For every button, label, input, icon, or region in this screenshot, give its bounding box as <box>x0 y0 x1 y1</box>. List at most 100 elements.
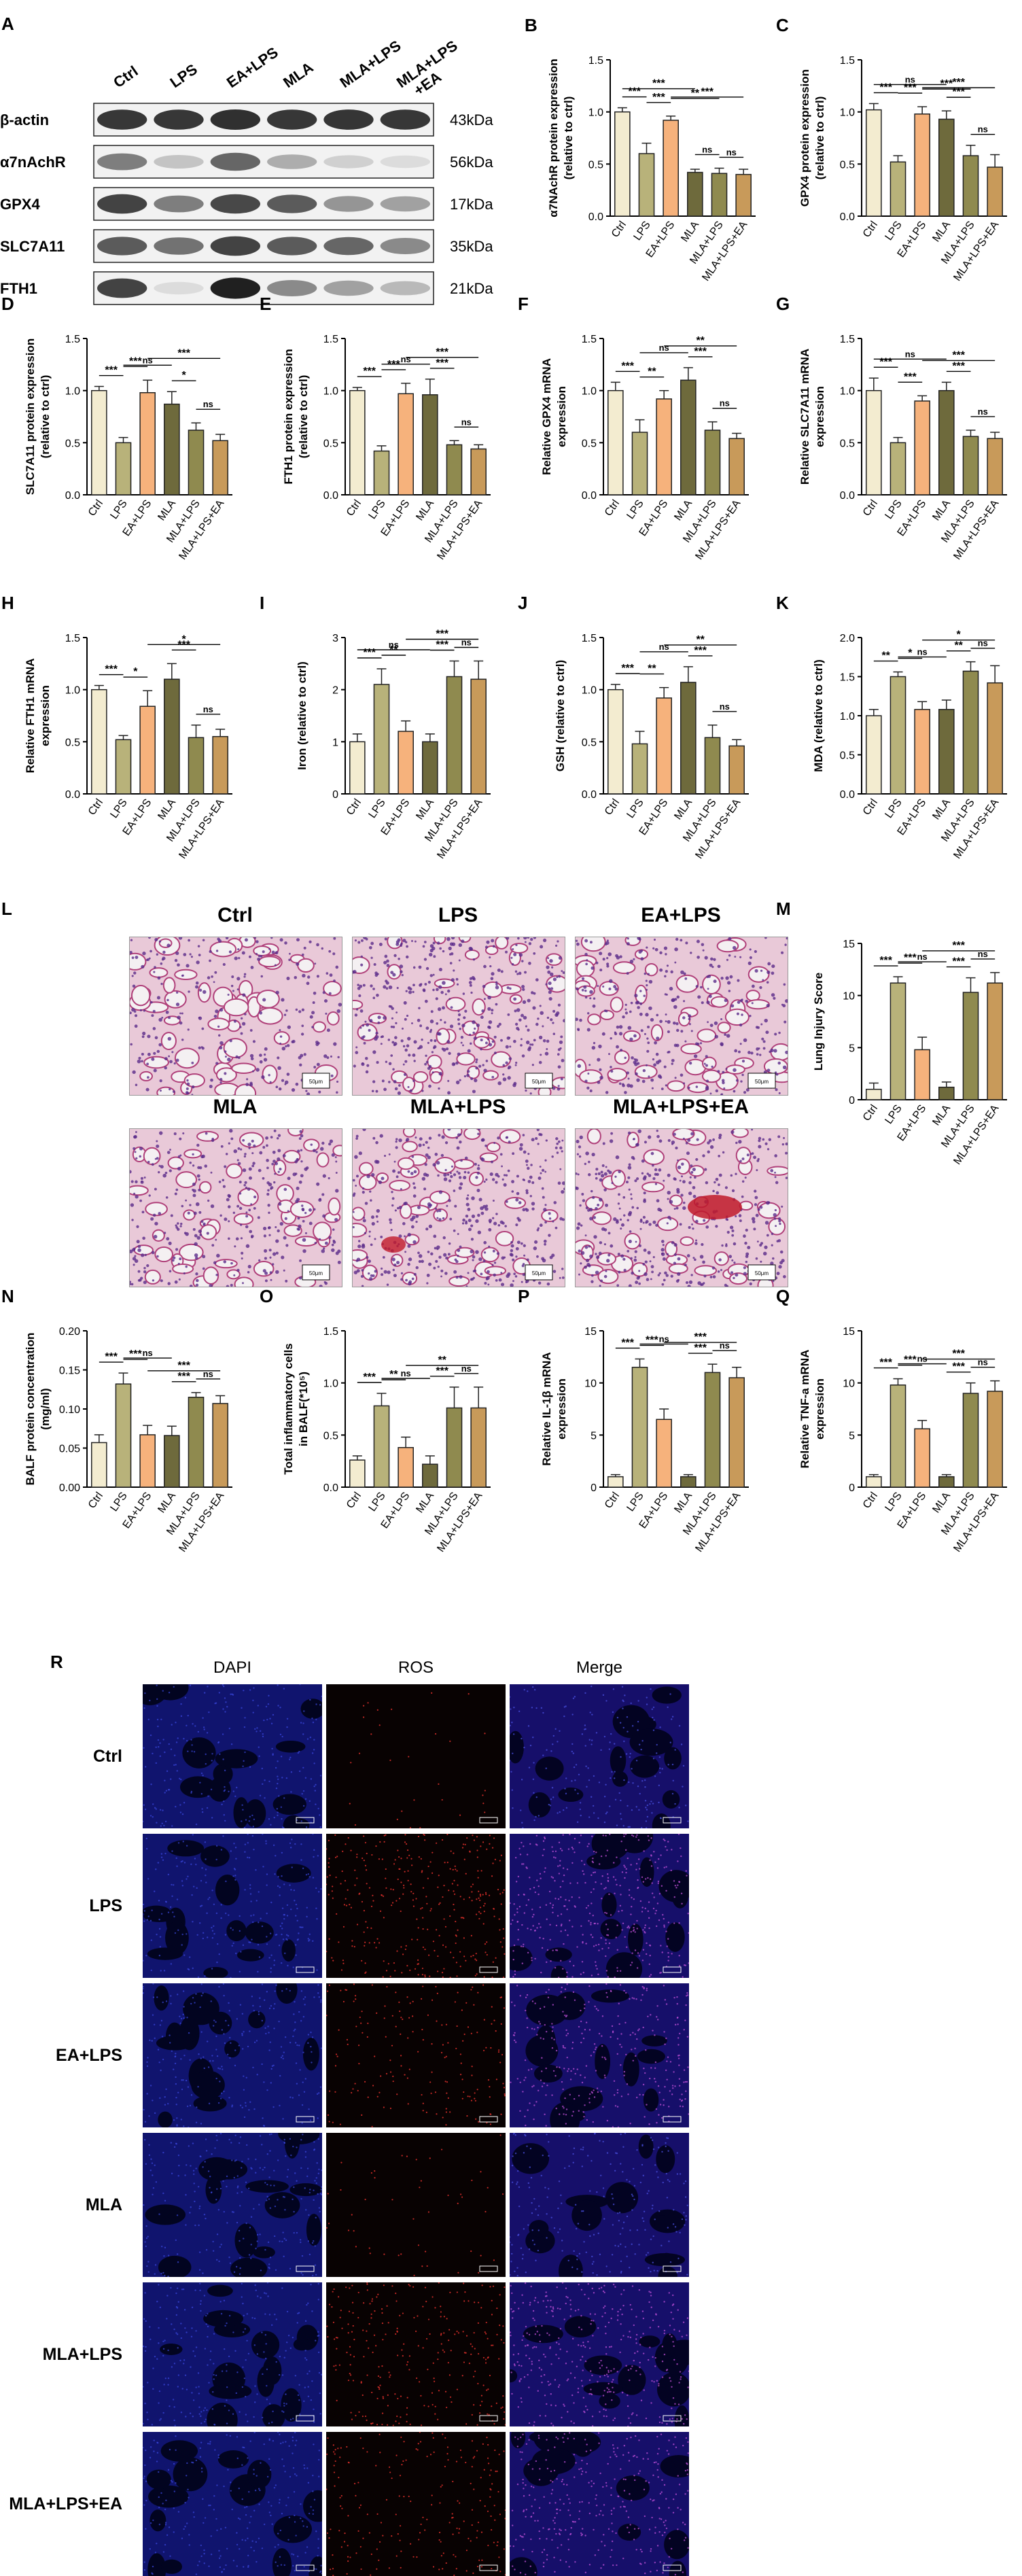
bar <box>729 438 744 495</box>
y-tick-label: 1.5 <box>840 55 855 67</box>
bar <box>890 442 905 495</box>
significance-label: ns <box>726 147 737 157</box>
svg-text:(relative to ctrl): (relative to ctrl) <box>813 97 826 180</box>
significance-label: *** <box>879 1357 892 1369</box>
histology-title: Ctrl <box>129 904 341 927</box>
y-tick-label: 0 <box>332 789 338 801</box>
x-tick-label: Ctrl <box>86 797 105 818</box>
y-tick-label: 0.10 <box>59 1404 80 1416</box>
y-tick-label: 0.0 <box>588 211 603 223</box>
x-tick-label: MLA <box>414 1490 436 1515</box>
y-tick-label: 0.5 <box>323 438 338 449</box>
blot-band <box>211 109 260 130</box>
y-tick-label: 1.5 <box>840 672 855 684</box>
bar <box>915 401 930 495</box>
svg-text:MLA+LPS: MLA+LPS <box>337 41 404 91</box>
bar <box>987 683 1002 794</box>
y-tick-label: 2.0 <box>840 633 855 644</box>
significance-label: ** <box>881 650 890 662</box>
blot-band <box>97 237 147 255</box>
bar <box>963 436 978 495</box>
bar <box>92 1442 107 1487</box>
svg-text:MDA (relative to ctrl): MDA (relative to ctrl) <box>812 659 825 772</box>
blot-kda-label: 17kDa <box>450 196 493 213</box>
bar <box>987 1391 1002 1487</box>
bar <box>608 391 623 495</box>
bar <box>140 706 155 794</box>
x-tick-label: LPS <box>625 498 646 522</box>
x-tick-label: MLA <box>672 1490 694 1515</box>
histology-title: MLA <box>129 1096 341 1119</box>
y-tick-label: 1.5 <box>588 55 603 67</box>
significance-label: *** <box>621 663 634 674</box>
fluorescence-row-label: MLA+LPS <box>0 2345 122 2365</box>
bar <box>398 394 413 495</box>
y-axis-label: BALF protein concentration(mg/ml) <box>24 1333 52 1486</box>
x-tick-label: MLA <box>679 219 701 244</box>
blot-lane-label: MLA+LPS+EA <box>393 41 470 105</box>
svg-text:Relative SLC7A11 mRNA: Relative SLC7A11 mRNA <box>798 349 811 485</box>
bar <box>705 737 720 794</box>
y-tick-label: 15 <box>843 1326 855 1338</box>
y-tick-label: 0.5 <box>588 159 603 171</box>
bar <box>890 983 905 1100</box>
significance-label: *** <box>694 1331 707 1343</box>
significance-label: *** <box>177 347 190 359</box>
panel-letter-h: H <box>1 593 14 614</box>
bar <box>866 110 881 216</box>
significance-label: ns <box>978 406 988 417</box>
panel-letter-k: K <box>776 593 789 614</box>
x-tick-label: MLA <box>414 797 436 822</box>
svg-text:GPX4 protein expression: GPX4 protein expression <box>798 69 811 207</box>
significance-label: *** <box>436 629 448 640</box>
y-axis-label: α7NAchR protein expression(relative to c… <box>547 58 575 217</box>
fluorescence-image <box>510 2432 689 2576</box>
bar <box>656 1419 671 1487</box>
bar <box>374 684 389 794</box>
blot-band <box>97 109 147 130</box>
y-tick-label: 0.0 <box>323 490 338 502</box>
svg-text:Relative GPX4 mRNA: Relative GPX4 mRNA <box>540 358 553 475</box>
fluorescence-image <box>510 1684 689 1828</box>
significance-label: ** <box>696 335 705 347</box>
x-tick-label: LPS <box>625 1491 646 1514</box>
blot-lane-label: LPS <box>167 60 200 91</box>
bar <box>866 1477 881 1487</box>
x-tick-label: LPS <box>367 1491 388 1514</box>
bar <box>681 1477 696 1487</box>
significance-label: *** <box>694 346 707 358</box>
svg-text:(relative to ctrl): (relative to ctrl) <box>39 375 52 459</box>
significance-label: ** <box>648 663 656 675</box>
svg-text:BALF protein concentration: BALF protein concentration <box>24 1333 37 1486</box>
histology-image: 50μm <box>352 937 565 1096</box>
significance-label: ns <box>143 355 153 365</box>
significance-label: *** <box>436 358 448 369</box>
blot-lane-label: Ctrl <box>110 63 141 91</box>
y-tick-label: 1.0 <box>840 107 855 119</box>
svg-text:in BALF(*10⁵): in BALF(*10⁵) <box>297 1372 310 1446</box>
svg-text:Relative FTH1 mRNA: Relative FTH1 mRNA <box>24 658 37 773</box>
y-tick-label: 1.5 <box>323 334 338 345</box>
significance-label: ns <box>461 1363 472 1374</box>
bar <box>116 442 130 495</box>
significance-label: ns <box>659 642 669 652</box>
svg-text:(relative to ctrl): (relative to ctrl) <box>297 375 310 459</box>
significance-label: *** <box>436 347 448 358</box>
bar <box>866 391 881 495</box>
significance-label: *** <box>952 1348 965 1360</box>
significance-label: *** <box>879 82 892 93</box>
significance-label: ns <box>905 74 915 84</box>
x-tick-label: LPS <box>367 498 388 522</box>
histology-title: MLA+LPS <box>352 1096 564 1119</box>
blot-band <box>154 237 203 255</box>
blot-protein-label: β-actin <box>0 111 49 128</box>
blot-protein-label: SLC7A11 <box>0 238 65 255</box>
blot-band <box>323 196 373 211</box>
bar <box>471 449 486 495</box>
x-tick-label: Ctrl <box>603 498 622 519</box>
